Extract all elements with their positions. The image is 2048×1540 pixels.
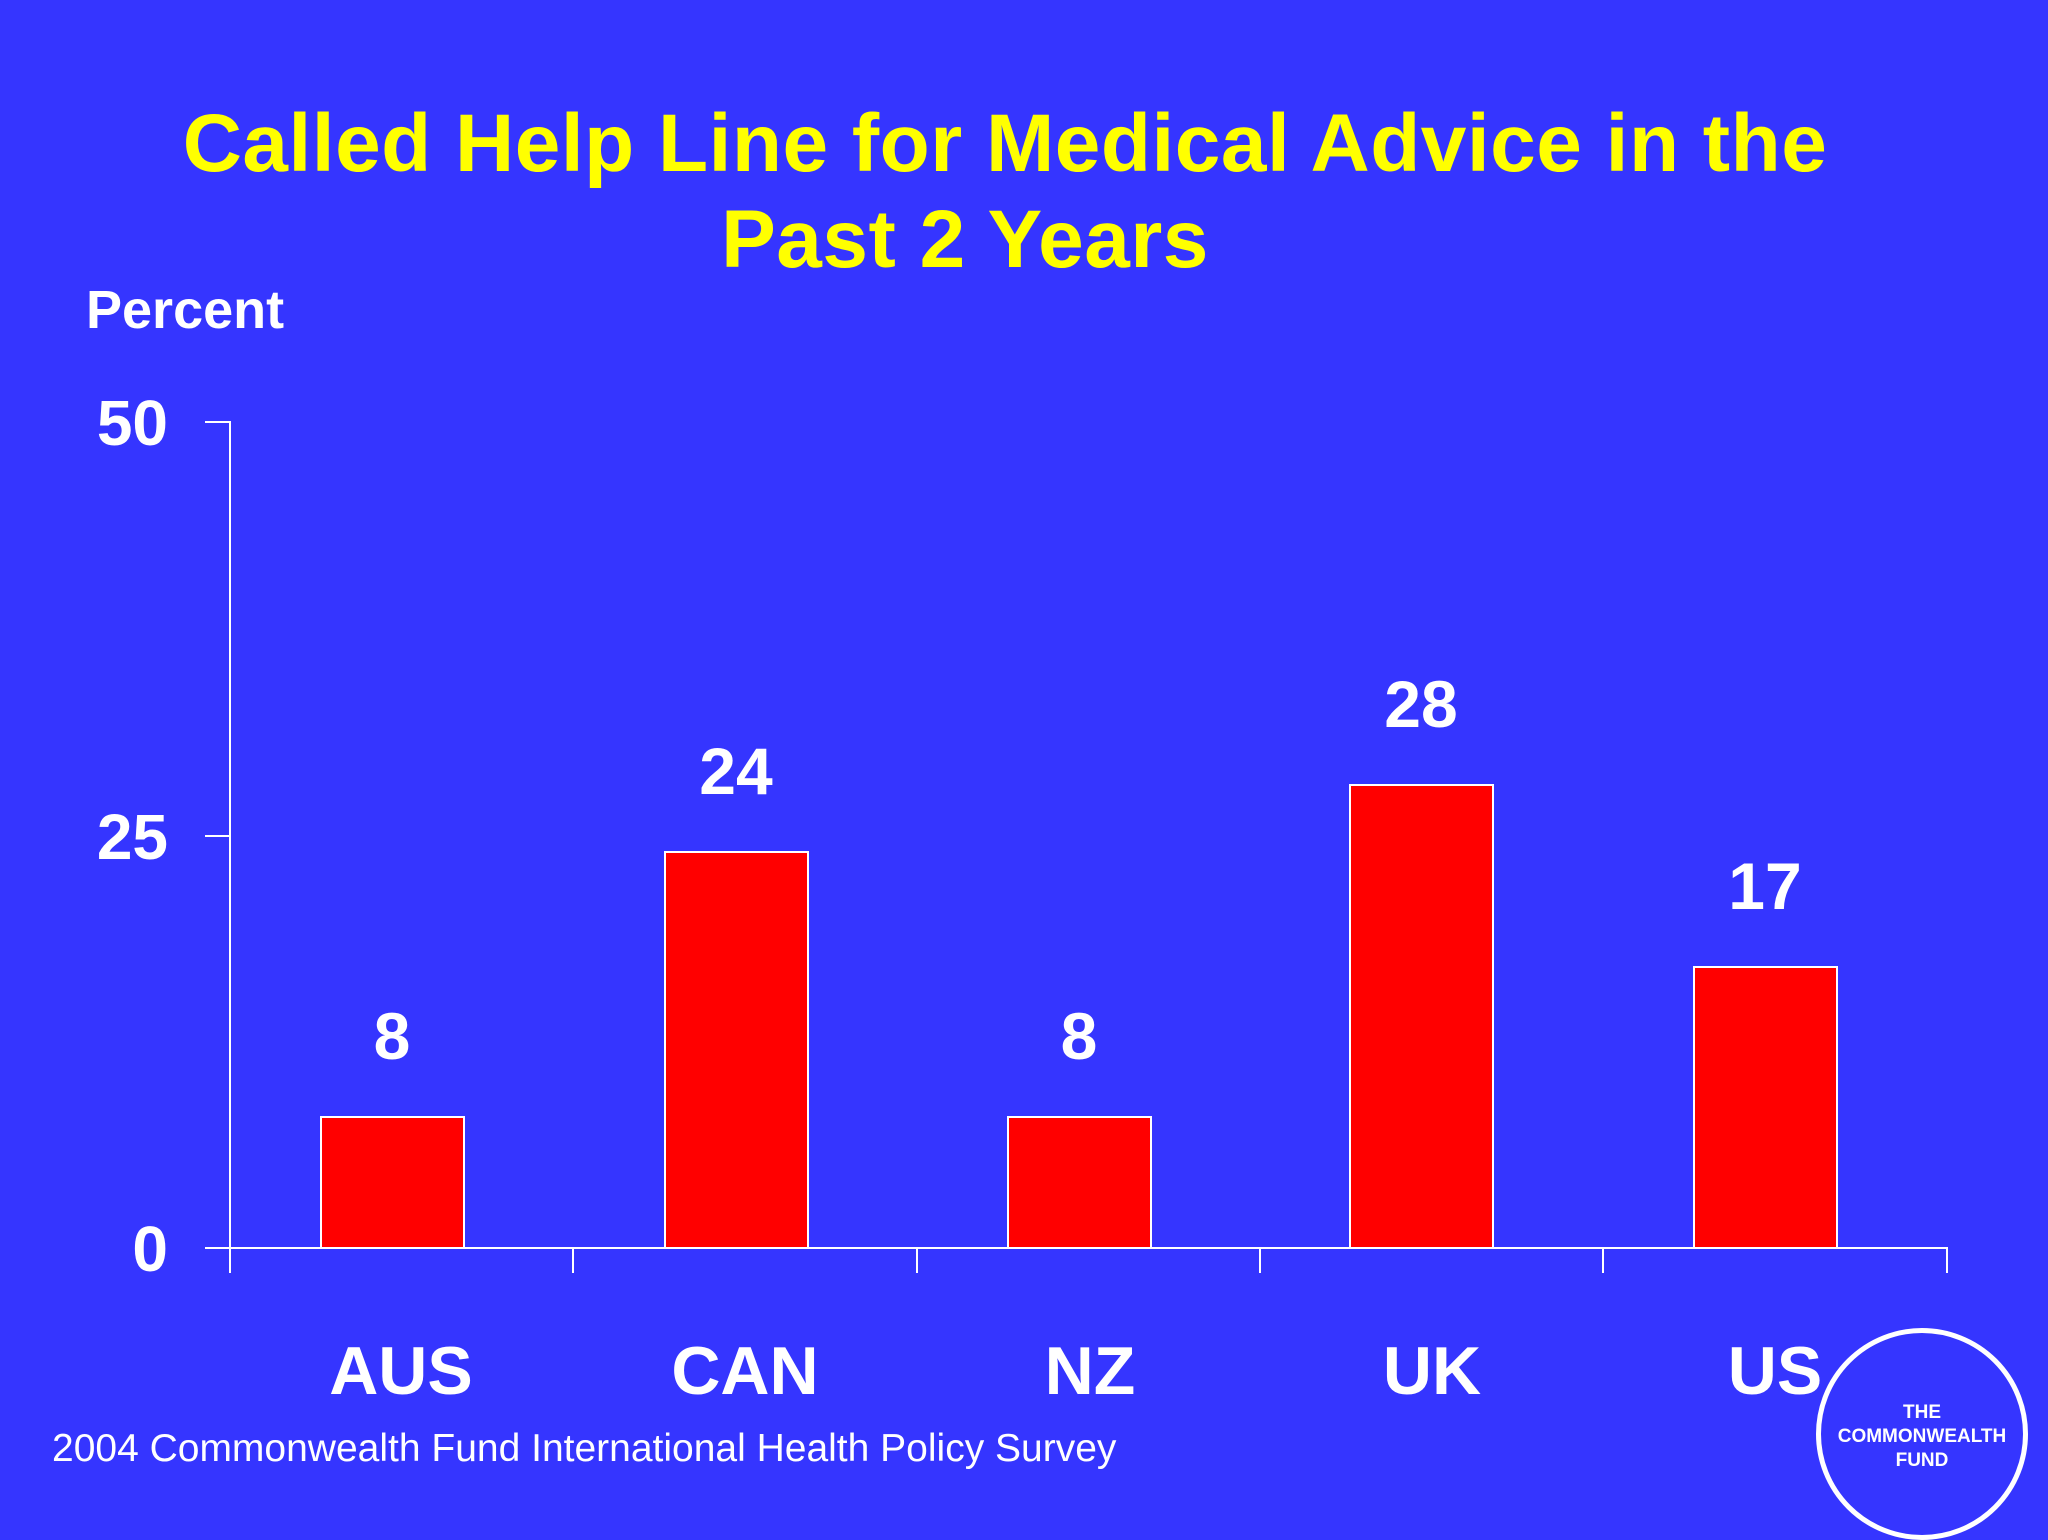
data-label-nz: 8 bbox=[1060, 999, 1098, 1073]
y-axis-label: Percent bbox=[86, 280, 285, 340]
bar-aus bbox=[320, 1116, 465, 1249]
x-tick-1 bbox=[572, 1247, 574, 1273]
category-label-uk: UK bbox=[1382, 1333, 1482, 1409]
source-footnote: 2004 Commonwealth Fund International Hea… bbox=[52, 1427, 1117, 1470]
logo-line-2: COMMONWEALTH bbox=[1837, 1426, 2007, 1447]
data-label-uk: 28 bbox=[1384, 667, 1458, 741]
x-tick-2 bbox=[916, 1247, 918, 1273]
commonwealth-fund-logo: THE COMMONWEALTH FUND bbox=[1816, 1328, 2028, 1540]
y-tick-label-25: 25 bbox=[96, 801, 168, 873]
chart-title-line-1: Called Help Line for Medical Advice in t… bbox=[182, 98, 1828, 189]
y-tick-label-0: 0 bbox=[132, 1213, 168, 1285]
bar-us bbox=[1693, 966, 1838, 1249]
logo-line-3: FUND bbox=[1895, 1450, 1949, 1471]
data-label-aus: 8 bbox=[373, 999, 411, 1073]
y-tick-50 bbox=[205, 421, 230, 423]
logo-text: THE COMMONWEALTH FUND bbox=[1821, 1401, 2023, 1473]
y-axis-line bbox=[229, 421, 231, 1273]
y-tick-25 bbox=[205, 835, 230, 837]
bar-uk bbox=[1349, 784, 1494, 1249]
x-tick-3 bbox=[1259, 1247, 1261, 1273]
chart-title-line-2: Past 2 Years bbox=[721, 194, 1209, 285]
logo-line-1: THE bbox=[1903, 1402, 1941, 1423]
data-label-us: 17 bbox=[1728, 849, 1802, 923]
x-tick-4 bbox=[1602, 1247, 1604, 1273]
y-tick-label-50: 50 bbox=[96, 387, 168, 459]
category-label-aus: AUS bbox=[329, 1333, 473, 1409]
bar-nz bbox=[1007, 1116, 1152, 1249]
x-tick-5 bbox=[1946, 1247, 1948, 1273]
category-label-us: US bbox=[1727, 1333, 1823, 1409]
data-label-can: 24 bbox=[699, 734, 773, 808]
category-label-can: CAN bbox=[671, 1333, 819, 1409]
bar-can bbox=[664, 851, 809, 1249]
category-label-nz: NZ bbox=[1044, 1333, 1136, 1409]
